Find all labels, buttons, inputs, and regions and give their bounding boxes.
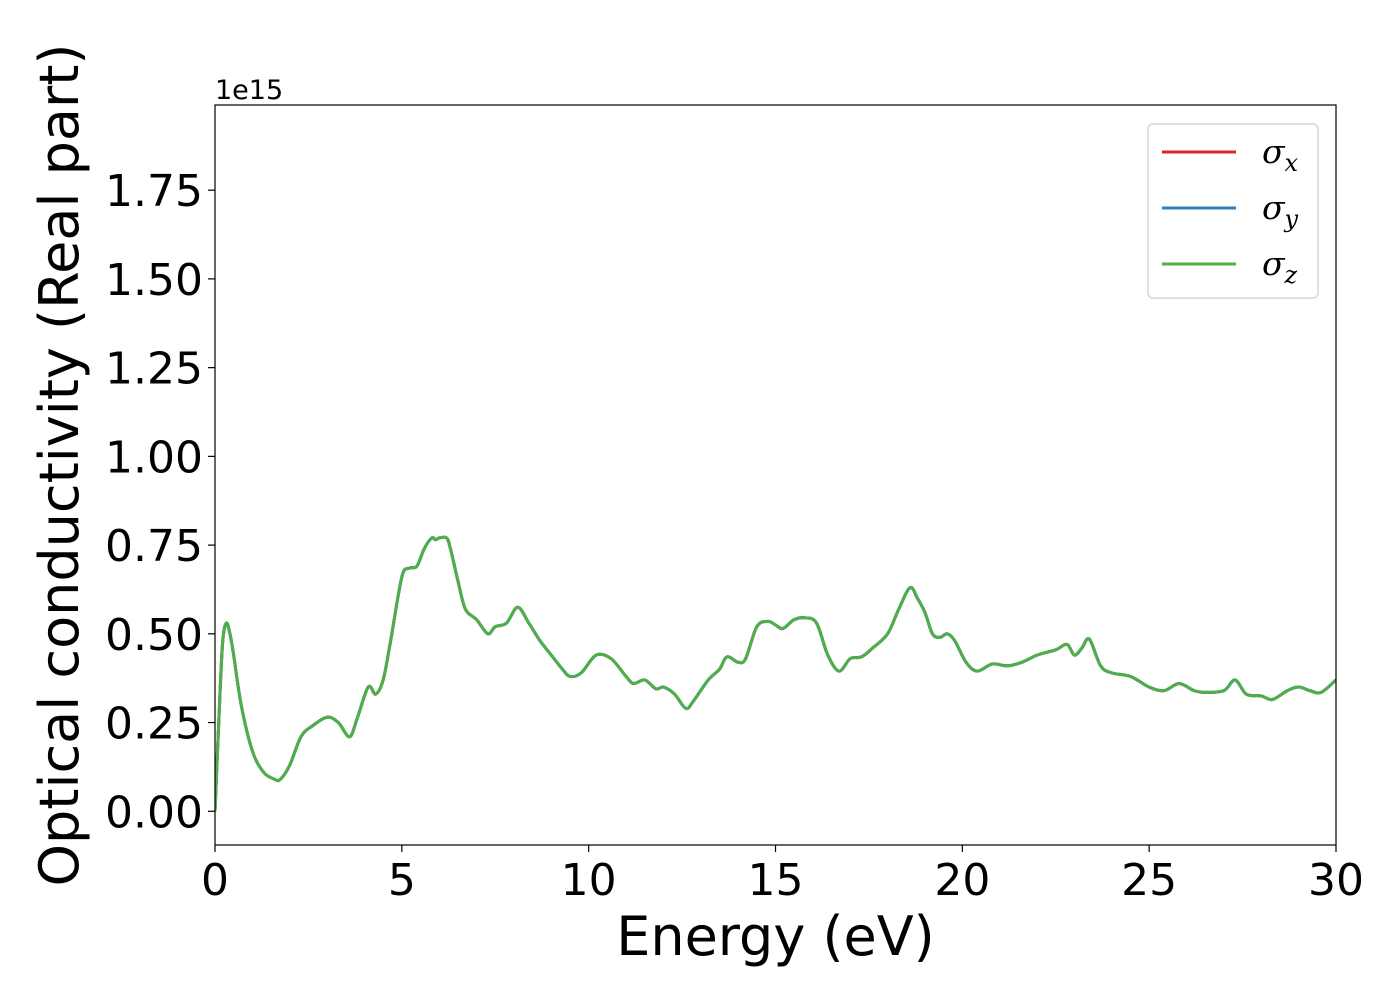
y-tick-label: 1.00 xyxy=(105,432,203,483)
y-axis-offset-label: 1e15 xyxy=(215,75,283,106)
y-tick-label: 1.25 xyxy=(105,344,203,395)
y-tick-label: 1.50 xyxy=(105,255,203,306)
y-axis-title: Optical conductivity (Real part) xyxy=(28,44,91,887)
y-tick-label: 0.75 xyxy=(105,521,203,572)
x-tick-label: 30 xyxy=(1308,855,1364,906)
y-tick-label: 1.75 xyxy=(105,166,203,217)
x-axis-ticks: 0 5 10 15 20 25 30 xyxy=(201,845,1364,906)
x-tick-label: 20 xyxy=(934,855,990,906)
y-tick-label: 0.25 xyxy=(105,699,203,750)
legend-frame xyxy=(1147,123,1319,299)
x-axis-title: Energy (eV) xyxy=(616,905,935,968)
series-line-σz xyxy=(215,535,1336,812)
y-tick-label: 0.50 xyxy=(105,610,203,661)
x-tick-label: 25 xyxy=(1121,855,1177,906)
x-tick-label: 15 xyxy=(748,855,804,906)
series-layer xyxy=(215,535,1336,812)
x-tick-label: 5 xyxy=(388,855,416,906)
x-tick-label: 0 xyxy=(201,855,229,906)
y-tick-label: 0.00 xyxy=(105,787,203,838)
y-axis-ticks: 0.00 0.25 0.50 0.75 1.00 1.25 1.50 1.75 xyxy=(105,166,215,838)
x-tick-label: 10 xyxy=(561,855,617,906)
